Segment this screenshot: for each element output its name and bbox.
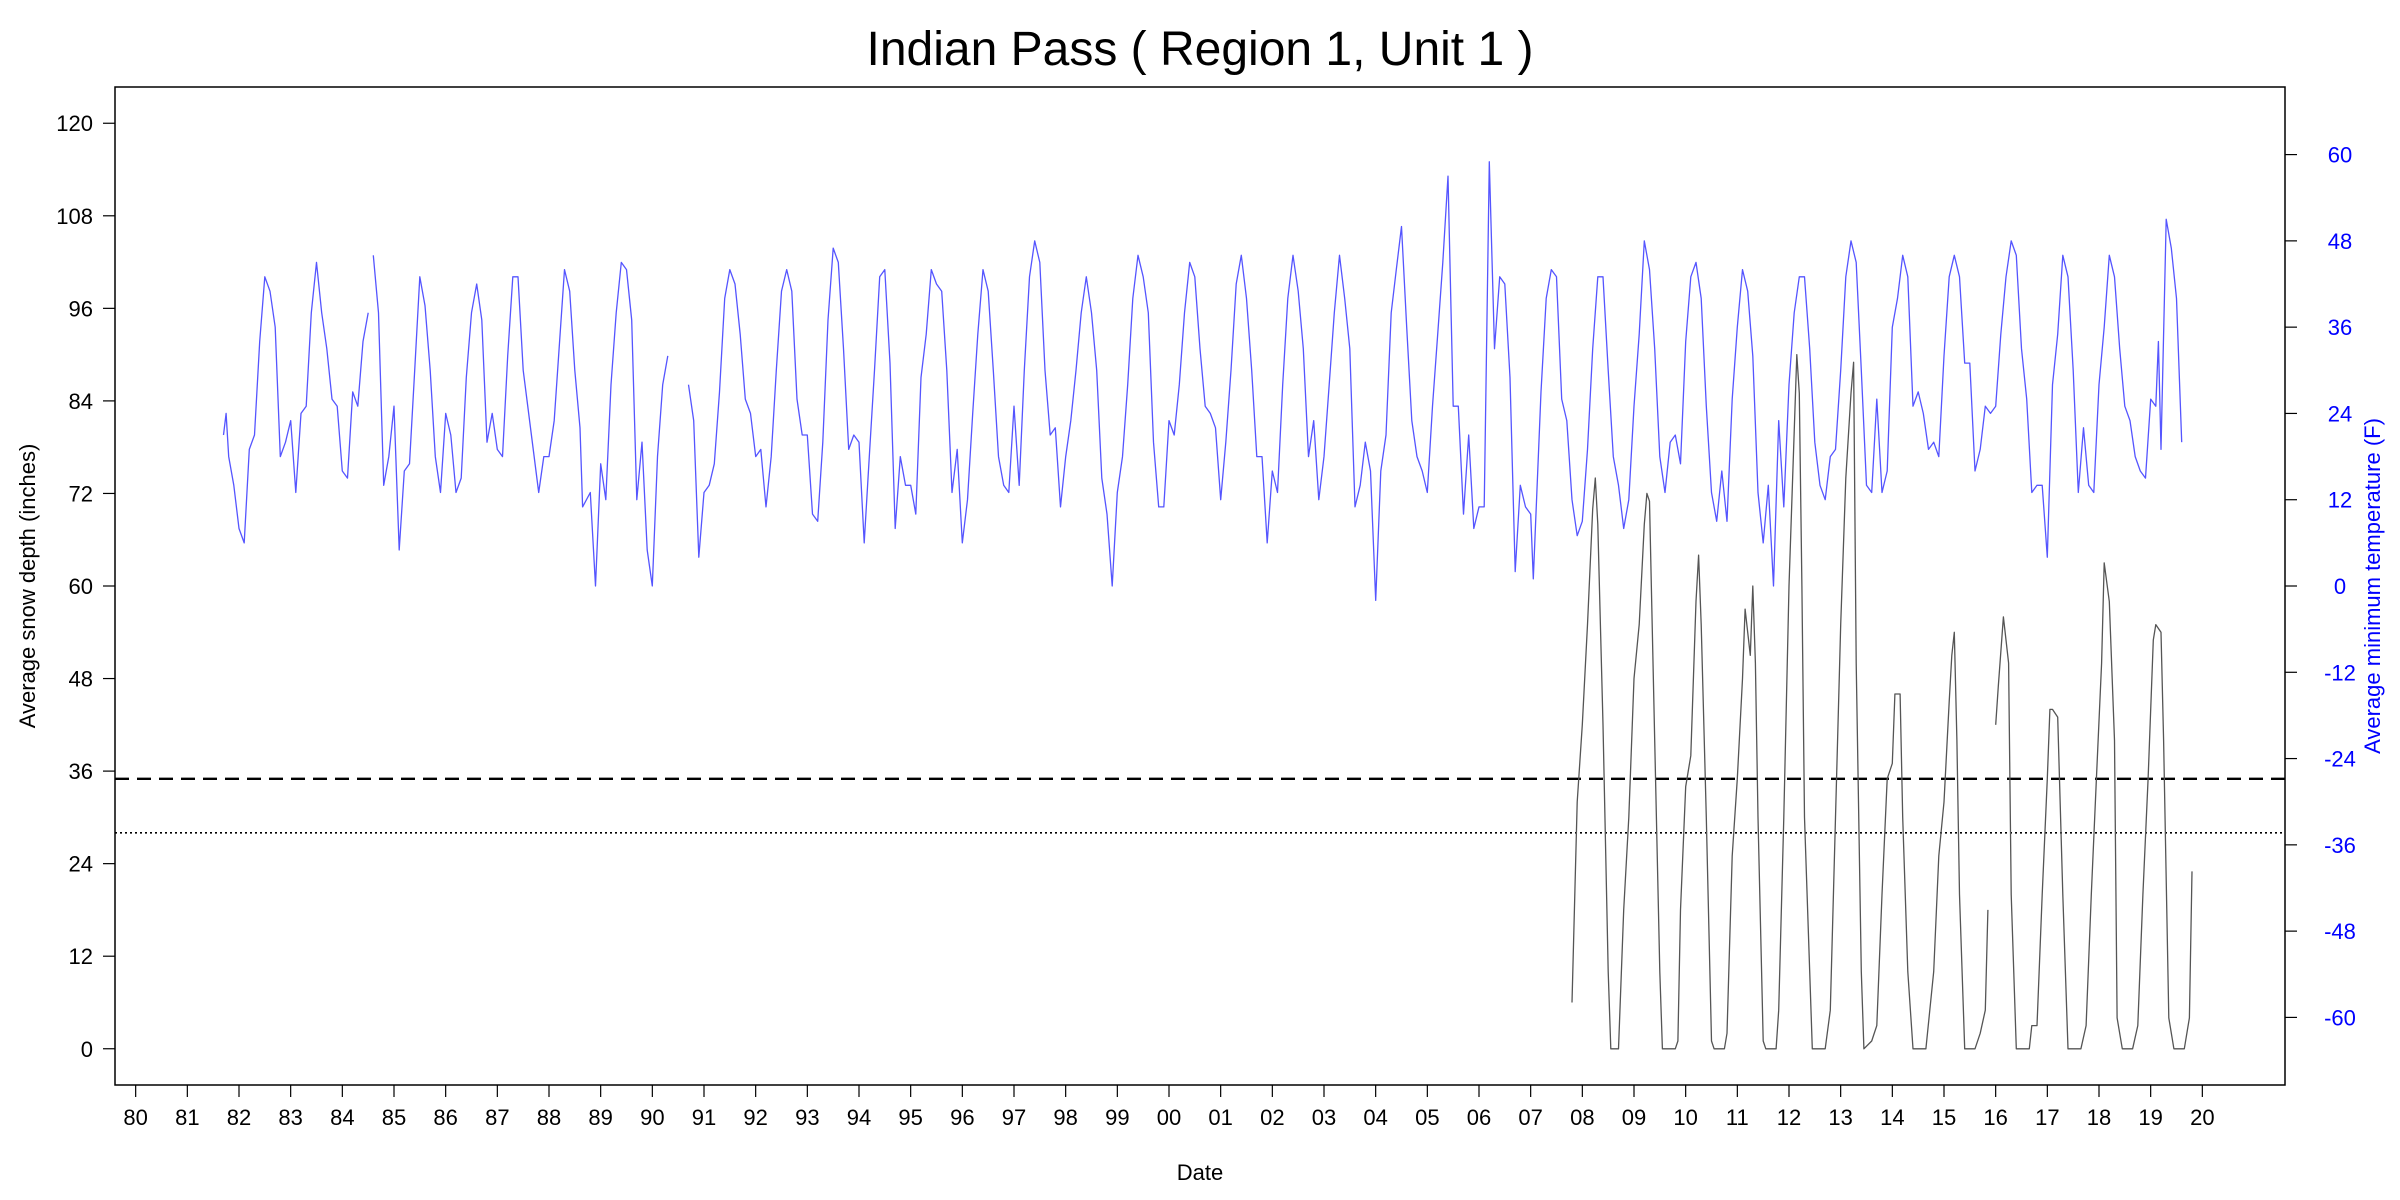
y-left-tick-label: 24 [69,852,93,877]
x-tick-label: 14 [1880,1105,1904,1130]
y-axis-left: 0 12 24 36 48 60 72 84 96 108 120 [56,111,115,1062]
y-right-tick-label: 60 [2328,143,2352,168]
x-tick-label: 17 [2035,1105,2059,1130]
x-tick-label: 09 [1622,1105,1646,1130]
y-left-tick-label: 12 [69,944,93,969]
y-right-tick-label: 12 [2328,488,2352,513]
y-right-tick-label: -60 [2324,1005,2356,1030]
y-right-tick-label: 24 [2328,401,2352,426]
x-tick-label: 93 [795,1105,819,1130]
x-tick-label: 86 [433,1105,457,1130]
x-tick-label: 96 [950,1105,974,1130]
x-tick-label: 89 [588,1105,612,1130]
chart-title: Indian Pass ( Region 1, Unit 1 ) [866,23,1533,76]
x-tick-label: 94 [847,1105,871,1130]
min-temperature-line [222,261,369,544]
y-right-tick-label: -12 [2324,660,2356,685]
y-left-tick-label: 72 [69,481,93,506]
x-tick-label: 05 [1415,1105,1439,1130]
x-tick-label: 12 [1777,1105,1801,1130]
y-left-tick-label: 0 [81,1037,93,1062]
y-right-tick-label: 0 [2334,574,2346,599]
snow-depth-line [1571,353,1989,1050]
plot-frame [114,86,2286,1086]
y-left-tick-label: 60 [69,574,93,599]
x-tick-label: 07 [1518,1105,1542,1130]
y-left-tick-label: 120 [56,111,93,136]
series-layer [222,161,2193,1050]
x-tick-label: 20 [2190,1105,2214,1130]
x-tick-label: 18 [2087,1105,2111,1130]
x-tick-label: 80 [123,1105,147,1130]
x-tick-label: 01 [1208,1105,1232,1130]
x-tick-label: 84 [330,1105,354,1130]
snow-depth-line [1995,562,2193,1050]
y-right-tick-label: -36 [2324,833,2356,858]
x-tick-label: 11 [1726,1105,1749,1130]
y-axis-right-label: Average minimum temperature (F) [2360,418,2385,754]
y-right-tick-label: 48 [2328,229,2352,254]
x-axis: 80 81 82 83 84 85 86 87 88 89 90 91 92 93 94 95 96 97 98 99… [123,1085,2215,1130]
x-tick-label: 19 [2138,1105,2162,1130]
x-tick-label: 16 [1983,1105,2007,1130]
x-tick-label: 08 [1570,1105,1594,1130]
x-tick-label: 06 [1467,1105,1491,1130]
min-temperature-line [687,161,2183,602]
y-right-tick-label: -48 [2324,919,2356,944]
x-tick-label: 85 [382,1105,406,1130]
x-tick-label: 97 [1002,1105,1026,1130]
y-left-tick-label: 84 [69,389,93,414]
y-axis-left-label: Average snow depth (inches) [15,444,40,729]
x-tick-label: 02 [1260,1105,1284,1130]
y-right-tick-label: 36 [2328,315,2352,340]
y-left-tick-label: 96 [69,296,93,321]
min-temperature-line [372,255,669,587]
y-axis-right: -60 -48 -36 -24 -12 0 12 24 36 48 60 [2285,143,2356,1030]
x-tick-label: 98 [1053,1105,1077,1130]
y-left-tick-label: 48 [69,667,93,692]
x-tick-label: 15 [1932,1105,1956,1130]
x-tick-label: 81 [175,1105,199,1130]
x-axis-label: Date [1177,1160,1223,1185]
x-tick-label: 87 [485,1105,509,1130]
x-tick-label: 00 [1157,1105,1181,1130]
x-tick-label: 91 [692,1105,716,1130]
x-tick-label: 90 [640,1105,664,1130]
x-tick-label: 92 [743,1105,767,1130]
x-tick-label: 99 [1105,1105,1129,1130]
x-tick-label: 83 [278,1105,302,1130]
x-tick-label: 95 [898,1105,922,1130]
x-tick-label: 82 [227,1105,251,1130]
x-tick-label: 04 [1363,1105,1387,1130]
x-tick-label: 13 [1828,1105,1852,1130]
y-right-tick-label: -24 [2324,747,2356,772]
y-left-tick-label: 36 [69,759,93,784]
y-left-tick-label: 108 [56,204,93,229]
x-tick-label: 10 [1673,1105,1697,1130]
x-tick-label: 03 [1312,1105,1336,1130]
x-tick-label: 88 [537,1105,561,1130]
reference-lines [115,777,2285,834]
